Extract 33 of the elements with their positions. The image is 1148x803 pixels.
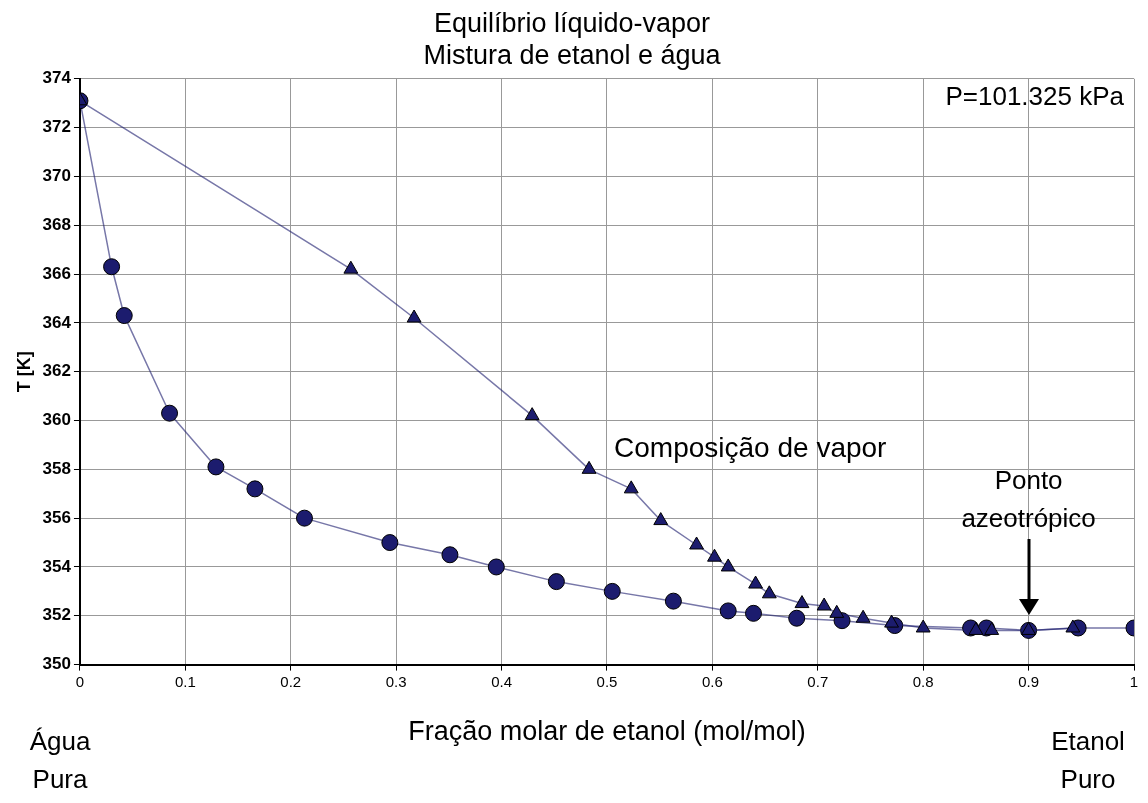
x-tick-label: 0.3 xyxy=(385,672,407,690)
y-tick-label: 356 xyxy=(42,507,71,527)
y-tick-label: 360 xyxy=(42,410,71,430)
annotation: Ponto azeotrópico xyxy=(961,465,1096,534)
y-axis-title: T [K] xyxy=(13,351,34,393)
x-tick-label: 0.5 xyxy=(596,672,618,690)
text: Etanol Puro xyxy=(1051,725,1125,794)
y-tick-label: 352 xyxy=(42,605,71,625)
y-tick-label: 370 xyxy=(42,166,71,186)
y-tick-label: 372 xyxy=(42,117,71,137)
y-tick-label: 362 xyxy=(42,361,71,381)
y-tick-label: 366 xyxy=(42,263,71,283)
x-axis-title: Fração molar de etanol (mol/mol) xyxy=(408,716,806,747)
y-tick-label: 374 xyxy=(42,68,72,88)
x-tick-label: 0 xyxy=(75,672,85,690)
x-tick-label: 0.4 xyxy=(491,672,513,690)
y-tick-label: 358 xyxy=(42,459,71,479)
y-tick-label: 350 xyxy=(42,654,71,674)
x-tick-label: 0.8 xyxy=(912,672,934,690)
text: Água Pura xyxy=(29,725,91,794)
y-tick-label: 368 xyxy=(42,214,71,234)
x-tick-label: 0.6 xyxy=(701,672,723,690)
y-tick-label: 364 xyxy=(42,312,72,332)
x-tick-label: 0.9 xyxy=(1018,672,1040,690)
y-tick-label: 354 xyxy=(42,556,72,576)
x-tick-label: 0.2 xyxy=(280,672,302,690)
x-tick-label: 1 xyxy=(1129,672,1139,690)
x-tick-label: 0.1 xyxy=(174,672,196,690)
chart-title: Equilíbrio líquido-vapor xyxy=(433,7,711,38)
annotation: P=101.325 kPa xyxy=(945,80,1125,111)
x-tick-label: 0.7 xyxy=(807,672,829,690)
series-label: Composição de vapor xyxy=(614,432,887,464)
chart-subtitle: Mistura de etanol e água xyxy=(423,40,722,71)
